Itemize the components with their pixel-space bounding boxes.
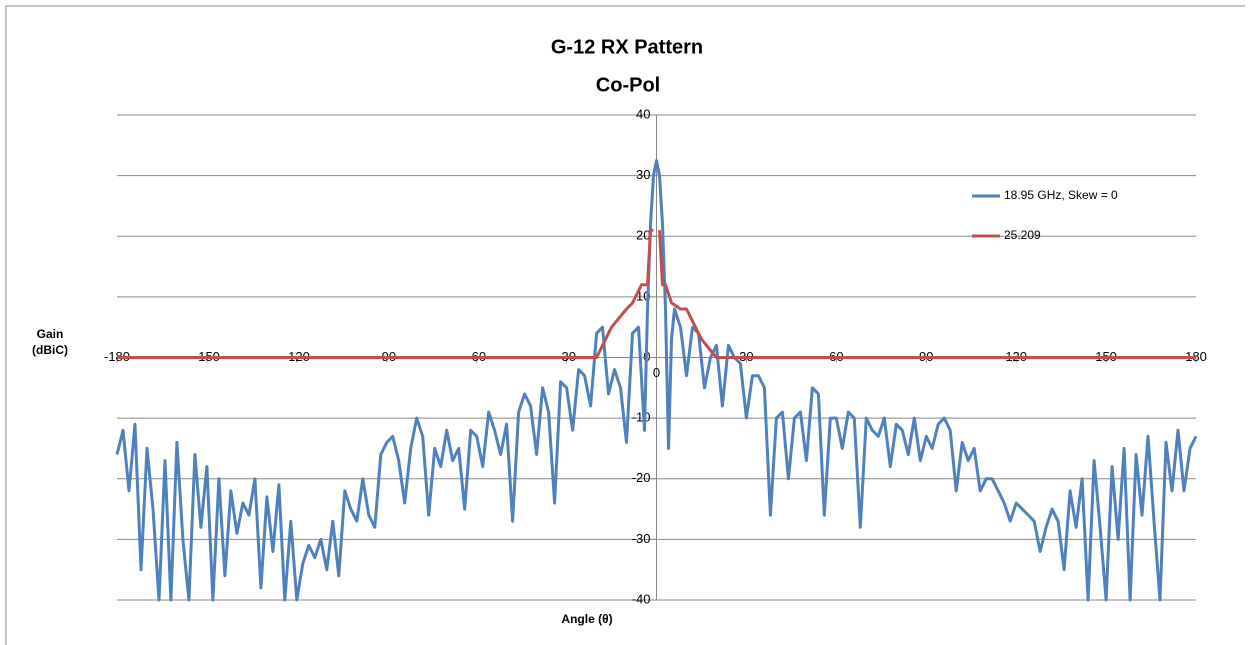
legend-label: 18.95 GHz, Skew = 0: [1004, 188, 1118, 202]
x-axis-label: Angle (θ): [561, 612, 612, 626]
legend-label: 25.209: [1004, 228, 1041, 242]
y-tick-label: 20: [636, 228, 650, 243]
data-line: [117, 228, 1196, 359]
data-line: [115, 159, 1198, 602]
y-tick-label: -20: [632, 470, 651, 485]
chart-title: G-12 RX Pattern: [551, 36, 703, 58]
y-tick-label: 30: [636, 167, 650, 182]
x-tick-label: 0: [653, 365, 660, 380]
y-tick-label: -30: [632, 531, 651, 546]
y-tick-label: -40: [632, 591, 651, 606]
y-axis-label: Gain (dBiC): [32, 327, 68, 357]
y-tick-label: 40: [636, 106, 650, 121]
y-tick-label: -10: [632, 410, 651, 425]
chart-subtitle: Co-Pol: [596, 74, 660, 96]
chart-border: [5, 5, 1245, 645]
